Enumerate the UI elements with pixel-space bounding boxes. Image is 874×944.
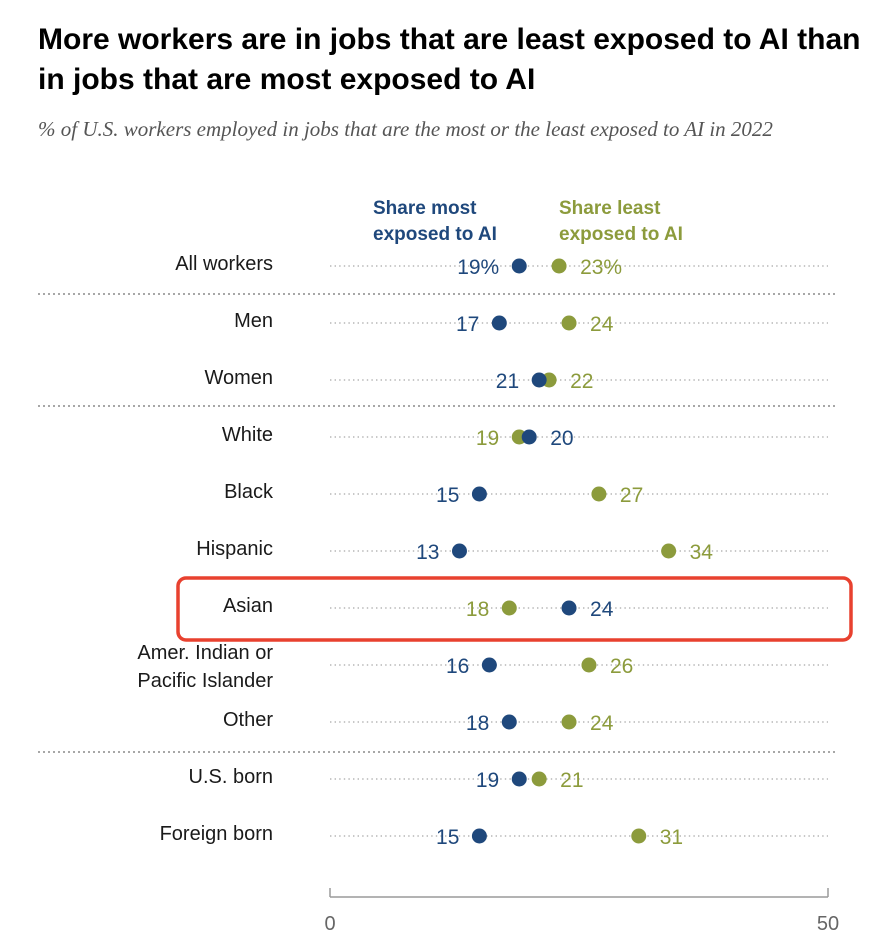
chart-rows: All workers 19% 23% Men 17 24 Women 21 22 White 19… bbox=[137, 253, 828, 849]
value-label-least: 31 bbox=[660, 826, 683, 849]
x-tick-label: 50 bbox=[817, 913, 839, 935]
row-men: Men 17 24 bbox=[234, 310, 828, 336]
category-label: Hispanic bbox=[196, 538, 273, 560]
dot-most-men bbox=[491, 315, 507, 331]
dot-least-u-s-born bbox=[531, 771, 547, 787]
value-label-least: 26 bbox=[610, 655, 633, 678]
value-label-least: 22 bbox=[570, 370, 593, 393]
dot-most-black bbox=[471, 486, 487, 502]
category-label: U.S. born bbox=[189, 766, 273, 788]
category-label: Other bbox=[223, 709, 273, 731]
dot-most-foreign-born bbox=[471, 828, 487, 844]
row-women: Women 21 22 bbox=[204, 367, 828, 393]
value-label-most: 20 bbox=[550, 427, 573, 450]
dot-least-all-workers bbox=[551, 258, 567, 274]
category-label: Foreign born bbox=[160, 823, 273, 845]
chart-title: More workers are in jobs that are least … bbox=[38, 23, 861, 96]
value-label-most: 15 bbox=[436, 826, 459, 849]
value-label-least: 27 bbox=[620, 484, 643, 507]
value-label-most: 17 bbox=[456, 313, 479, 336]
value-label-most: 16 bbox=[446, 655, 469, 678]
category-label: Black bbox=[224, 481, 274, 503]
row-white: White 19 20 bbox=[222, 424, 828, 450]
legend-most-line-2: exposed to AI bbox=[373, 224, 497, 245]
dot-most-white bbox=[521, 429, 537, 445]
x-axis: 0 50 bbox=[324, 888, 839, 935]
value-label-most: 15 bbox=[436, 484, 459, 507]
dot-least-foreign-born bbox=[631, 828, 647, 844]
dot-most-hispanic bbox=[451, 543, 467, 559]
value-label-most: 21 bbox=[496, 370, 519, 393]
row-other: Other 18 24 bbox=[223, 709, 828, 735]
dot-least-asian bbox=[501, 600, 517, 616]
row-asian: Asian 18 24 bbox=[223, 595, 828, 621]
value-label-most: 19 bbox=[476, 769, 499, 792]
category-label: Pacific Islander bbox=[137, 670, 273, 692]
category-label: Asian bbox=[223, 595, 273, 617]
dot-least-amer-indian-or-pacific-islander bbox=[581, 657, 597, 673]
row-foreign-born: Foreign born 15 31 bbox=[160, 823, 828, 849]
dot-most-women bbox=[531, 372, 547, 388]
legend-least-line-2: exposed to AI bbox=[559, 224, 683, 245]
category-label: Men bbox=[234, 310, 273, 332]
value-label-least: 19 bbox=[476, 427, 499, 450]
row-all-workers: All workers 19% 23% bbox=[175, 253, 828, 279]
legend-least-line-1: Share least bbox=[559, 198, 661, 219]
value-label-least: 24 bbox=[590, 313, 614, 336]
row-black: Black 15 27 bbox=[224, 481, 828, 507]
dot-least-black bbox=[591, 486, 607, 502]
group-separators bbox=[38, 293, 838, 753]
value-label-least: 24 bbox=[590, 712, 614, 735]
chart-subtitle: % of U.S. workers employed in jobs that … bbox=[38, 117, 773, 141]
row-u-s-born: U.S. born 19 21 bbox=[189, 766, 828, 792]
dot-most-other bbox=[501, 714, 517, 730]
dot-most-asian bbox=[561, 600, 577, 616]
value-label-least: 23% bbox=[580, 256, 622, 279]
category-label: White bbox=[222, 424, 273, 446]
category-label: All workers bbox=[175, 253, 273, 275]
highlight-layer bbox=[176, 576, 853, 642]
value-label-most: 19% bbox=[457, 256, 499, 279]
value-label-most: 18 bbox=[466, 712, 489, 735]
value-label-least: 34 bbox=[690, 541, 714, 564]
category-label: Amer. Indian or bbox=[137, 642, 273, 664]
row-amer-indian-or-pacific-islander: Amer. Indian or Pacific Islander 16 26 bbox=[137, 642, 828, 692]
value-label-least: 18 bbox=[466, 598, 489, 621]
legend-most-line-1: Share most bbox=[373, 198, 477, 219]
value-label-least: 21 bbox=[560, 769, 583, 792]
highlight-box bbox=[176, 576, 853, 642]
value-label-most: 13 bbox=[416, 541, 439, 564]
row-hispanic: Hispanic 13 34 bbox=[196, 538, 828, 564]
category-label: Women bbox=[204, 367, 273, 389]
dot-least-men bbox=[561, 315, 577, 331]
dot-least-other bbox=[561, 714, 577, 730]
x-tick-label: 0 bbox=[324, 913, 335, 935]
value-label-most: 24 bbox=[590, 598, 614, 621]
dot-most-u-s-born bbox=[511, 771, 527, 787]
dot-most-all-workers bbox=[511, 258, 527, 274]
legend: Share most exposed to AI Share least expose… bbox=[373, 198, 683, 245]
dot-most-amer-indian-or-pacific-islander bbox=[481, 657, 497, 673]
dot-least-hispanic bbox=[661, 543, 677, 559]
